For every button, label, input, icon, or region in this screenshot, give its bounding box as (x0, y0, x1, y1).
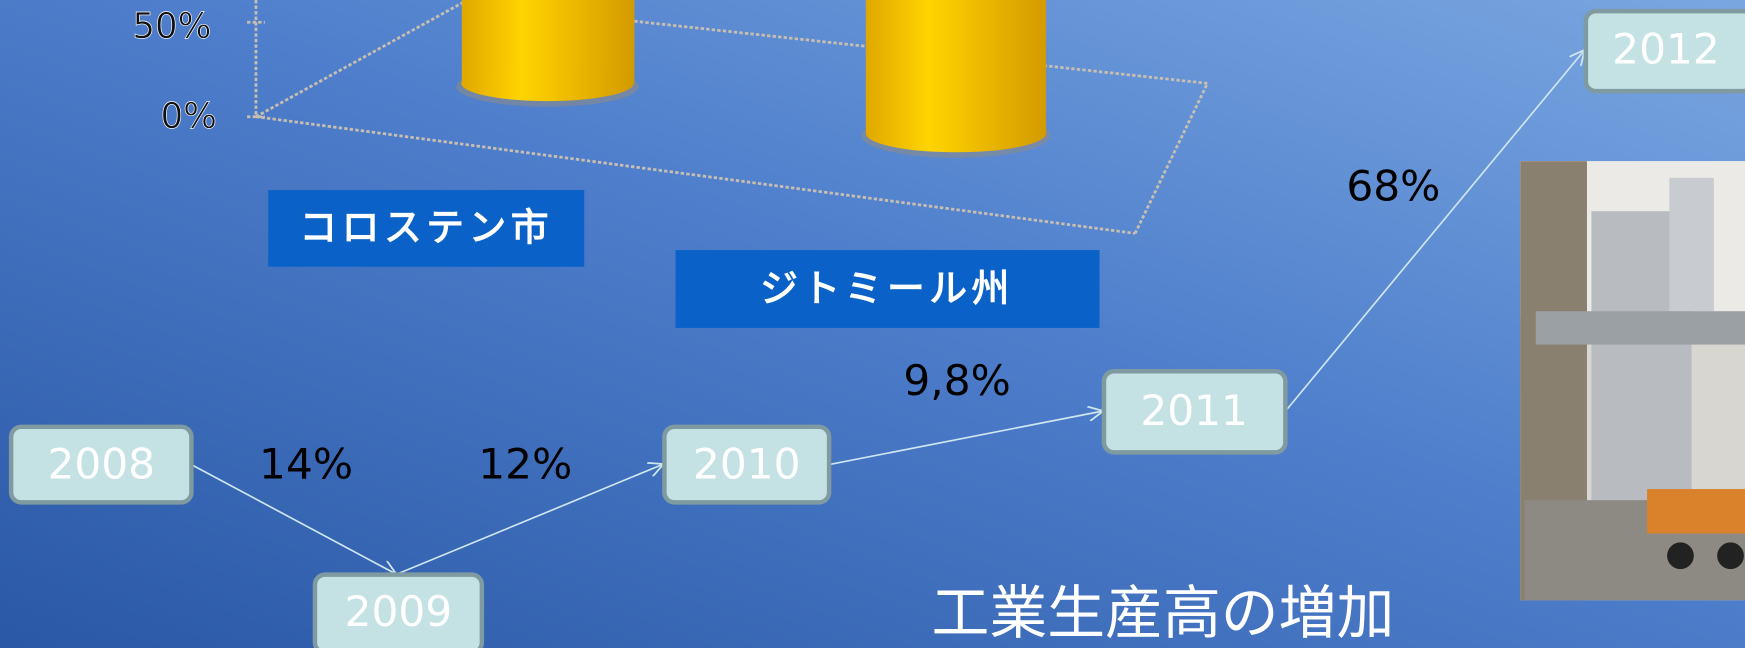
node-label: 2011 (1140, 386, 1248, 435)
bar-label: コロステン市 (299, 206, 553, 250)
title: 工業生産高の増加 (931, 579, 1394, 647)
edge-label: 12% (478, 439, 572, 488)
axis-tick: 0% (161, 96, 217, 137)
node-label: 2012 (1612, 25, 1720, 74)
bar-label: ジトミール州 (760, 267, 1014, 311)
cylinders (456, 0, 1051, 158)
axis-tick: 50% (132, 6, 211, 47)
node-label: 2010 (693, 439, 801, 488)
edge-label: 9,8% (903, 356, 1010, 405)
arrows (191, 51, 1583, 573)
chart-frame (247, 0, 1209, 235)
edge-label: 14% (259, 439, 353, 488)
node-label: 2009 (345, 587, 453, 636)
nodes (8, 8, 1745, 648)
node-label: 2008 (47, 439, 155, 488)
bar-label-box (268, 190, 585, 267)
edge-label: 68% (1346, 161, 1440, 210)
photo (1520, 161, 1745, 601)
bar-label-box (675, 250, 1100, 328)
